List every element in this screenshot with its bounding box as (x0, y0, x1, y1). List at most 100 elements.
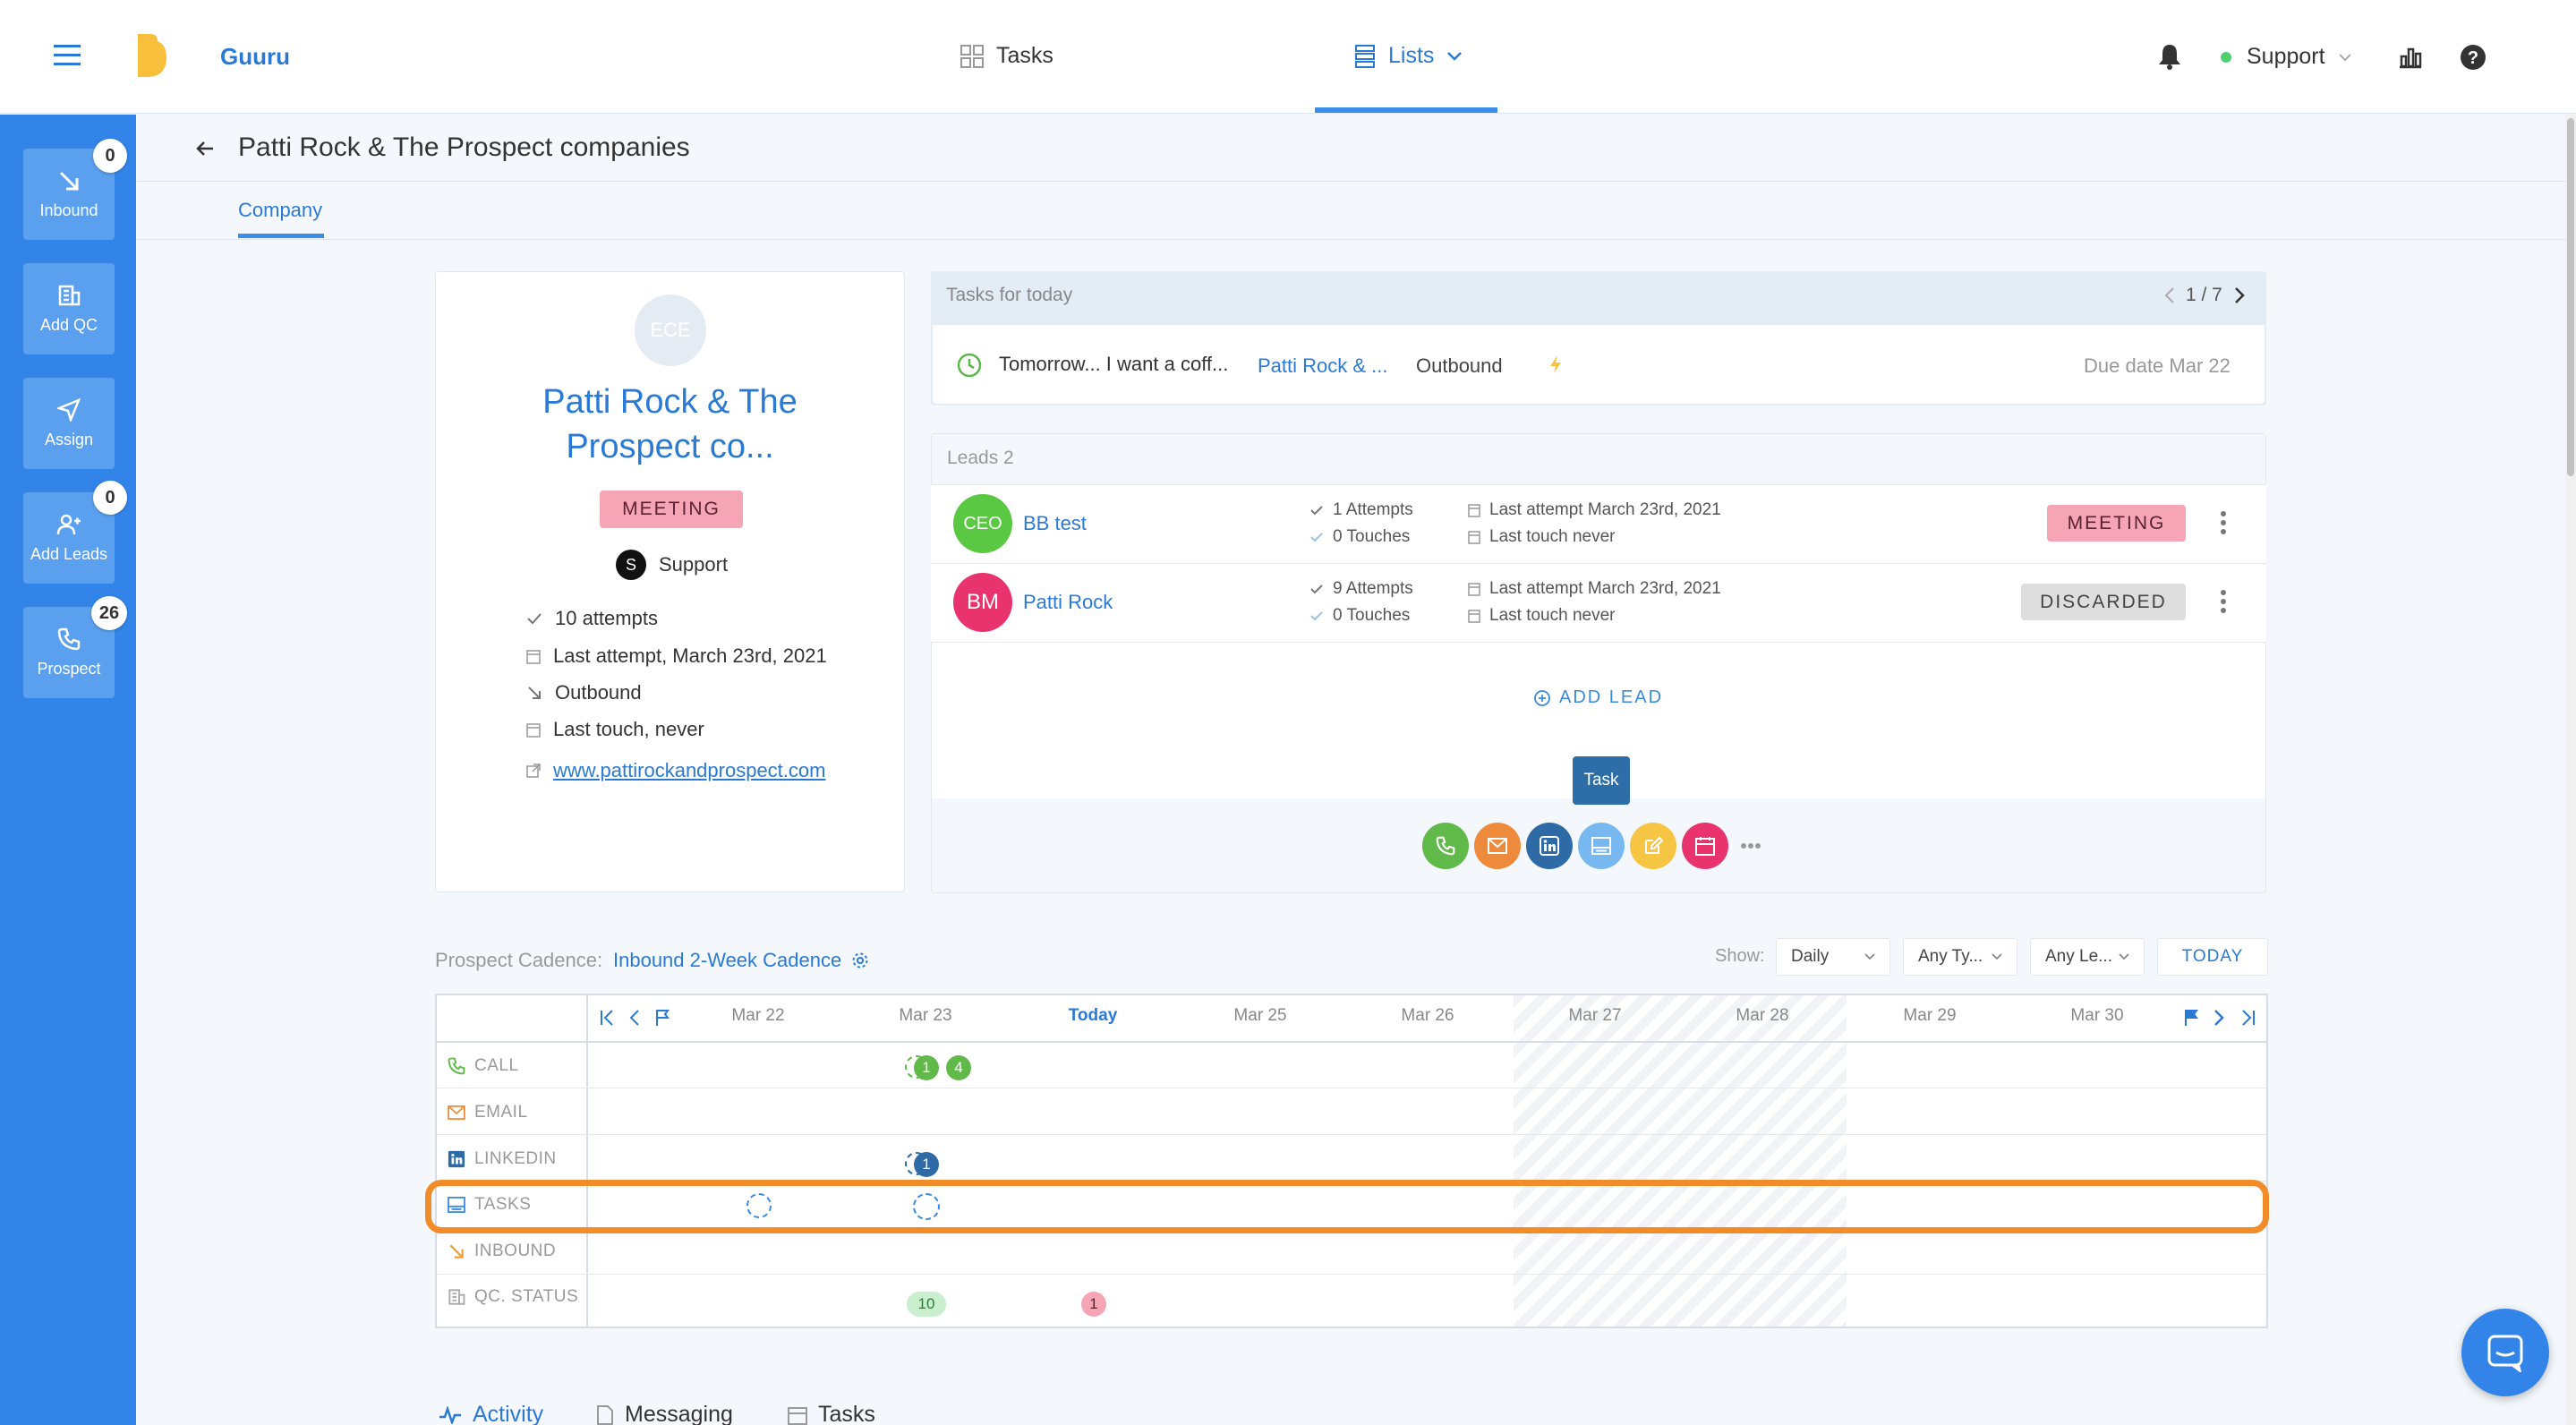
lead-name[interactable]: BB test (1023, 512, 1087, 534)
website-link[interactable]: www.pattirockandprospect.com (553, 759, 826, 781)
company-avatar: ECE (635, 294, 706, 366)
lead-status-badge[interactable]: DISCARDED (2021, 584, 2186, 620)
weekend-hatch (1514, 995, 1847, 1327)
building-icon (448, 1288, 465, 1306)
call-count-dot[interactable]: 4 (946, 1055, 971, 1080)
help-icon[interactable]: ? (2460, 44, 2486, 71)
attempts-text: 10 attempts (555, 607, 658, 629)
calendar-icon (526, 648, 541, 664)
type-select[interactable]: Any Ty... (1903, 938, 2017, 976)
more-vertical-icon[interactable] (2220, 589, 2227, 614)
scheduled-task-dot[interactable] (913, 1193, 940, 1220)
lead-last-attempt-text: Last attempt March 23rd, 2021 (1489, 500, 1721, 519)
lead-attempts-text: 9 Attempts (1333, 579, 1413, 598)
lead-attempts: 9 Attempts (1309, 579, 1413, 599)
brand-logo-icon (134, 32, 170, 79)
tab-messaging[interactable]: Messaging (596, 1402, 733, 1425)
lead-last-attempt: Last attempt March 23rd, 2021 (1468, 500, 1721, 520)
sidebar-item-inbound[interactable]: Inbound (23, 149, 115, 240)
tab-company[interactable]: Company (238, 199, 323, 221)
row-label-text: EMAIL (474, 1103, 528, 1122)
flag-icon[interactable] (655, 1009, 670, 1027)
chat-launcher-button[interactable] (2461, 1309, 2549, 1396)
today-button[interactable]: TODAY (2157, 938, 2268, 976)
lead-name[interactable]: Patti Rock (1023, 591, 1113, 613)
last-attempt-info: Last attempt, March 23rd, 2021 (526, 644, 827, 668)
check-icon (1309, 610, 1324, 622)
lead-row[interactable] (931, 484, 2266, 563)
bar-chart-icon[interactable] (2398, 46, 2423, 69)
nav-tab-lists[interactable]: Lists (1354, 43, 1463, 69)
more-horizontal-icon[interactable] (1740, 842, 1761, 849)
frequency-select[interactable]: Daily (1776, 938, 1890, 976)
row-label-qc-status: QC. STATUS (448, 1287, 578, 1307)
email-action-button[interactable] (1474, 823, 1521, 869)
scheduled-task-dot[interactable] (746, 1193, 772, 1218)
call-count-dot[interactable]: 1 (914, 1055, 939, 1080)
row-label-text: TASKS (474, 1195, 532, 1214)
cadence-label: Prospect Cadence: (435, 949, 603, 971)
add-lead-button[interactable]: ADD LEAD (1534, 687, 1663, 708)
lead-last-touch: Last touch never (1468, 527, 1615, 547)
linkedin-icon (1540, 836, 1559, 856)
row-label-text: INBOUND (474, 1242, 557, 1260)
lead-avatar: CEO (953, 494, 1012, 553)
row-label-linkedin: LINKEDIN (448, 1149, 557, 1169)
last-touch-info: Last touch, never (526, 718, 704, 741)
add-leads-badge: 0 (93, 481, 127, 515)
chevron-right-icon[interactable] (2234, 286, 2245, 304)
end-flag-icon[interactable] (2184, 1009, 2198, 1027)
last-page-icon[interactable] (2241, 1009, 2256, 1027)
call-action-button[interactable] (1422, 823, 1469, 869)
tab-tasks[interactable]: Tasks (788, 1402, 875, 1425)
phone-icon (57, 627, 81, 651)
lead-status-badge[interactable]: MEETING (2047, 505, 2186, 542)
menu-icon[interactable] (54, 43, 81, 68)
page-title: Patti Rock & The Prospect companies (238, 132, 690, 162)
row-label-call: CALL (448, 1056, 519, 1076)
edit-icon (1643, 836, 1663, 856)
row-label-text: LINKEDIN (474, 1149, 557, 1168)
top-bar: Guuru Tasks Lists Support ? (0, 0, 2576, 114)
task-card-icon (448, 1197, 465, 1213)
company-owner[interactable]: S Support (616, 550, 728, 580)
brand-name[interactable]: Guuru (220, 43, 290, 70)
task-action-button[interactable] (1578, 823, 1625, 869)
first-page-icon[interactable] (600, 1009, 614, 1027)
next-page-icon[interactable] (2213, 1009, 2224, 1027)
cadence-settings-icon[interactable] (851, 951, 869, 969)
header-divider (437, 1041, 2266, 1043)
nav-tab-tasks[interactable]: Tasks (960, 43, 1053, 69)
tab-activity[interactable]: Activity (439, 1402, 543, 1425)
bell-icon[interactable] (2157, 43, 2182, 70)
lead-initials: BM (967, 590, 999, 614)
prev-page-icon[interactable] (629, 1009, 640, 1027)
status-count-dot[interactable]: 1 (1081, 1292, 1106, 1317)
meeting-action-button[interactable] (1682, 823, 1728, 869)
task-company[interactable]: Patti Rock & ... (1258, 354, 1388, 377)
note-action-button[interactable] (1630, 823, 1676, 869)
scrollbar-thumb[interactable] (2567, 118, 2574, 476)
company-status-badge[interactable]: MEETING (600, 491, 743, 528)
user-menu[interactable]: Support (2247, 44, 2352, 70)
sidebar-item-assign[interactable]: Assign (23, 378, 115, 469)
lead-avatar: BM (953, 573, 1012, 632)
phone-icon (1436, 836, 1455, 856)
sidebar-item-label: Prospect (37, 659, 101, 678)
task-row[interactable] (933, 325, 2265, 404)
linkedin-count-dot[interactable]: 1 (914, 1152, 939, 1177)
sidebar-item-add-qc[interactable]: Add QC (23, 263, 115, 354)
list-icon (1354, 44, 1376, 69)
task-title[interactable]: Tomorrow... I want a coff... (999, 353, 1229, 375)
more-vertical-icon[interactable] (2220, 510, 2227, 535)
lead-last-touch: Last touch never (1468, 606, 1615, 626)
lead-select[interactable]: Any Le... (2030, 938, 2145, 976)
status-count-dot[interactable]: 10 (907, 1292, 946, 1317)
linkedin-action-button[interactable] (1526, 823, 1573, 869)
company-name[interactable]: Patti Rock & The Prospect co... (435, 380, 905, 469)
row-label-text: QC. STATUS (474, 1287, 579, 1306)
cadence-name[interactable]: Inbound 2-Week Cadence (613, 949, 842, 971)
chevron-left-icon[interactable] (2164, 286, 2175, 304)
back-arrow-icon[interactable] (195, 139, 215, 158)
lead-last-touch-text: Last touch never (1489, 606, 1616, 625)
